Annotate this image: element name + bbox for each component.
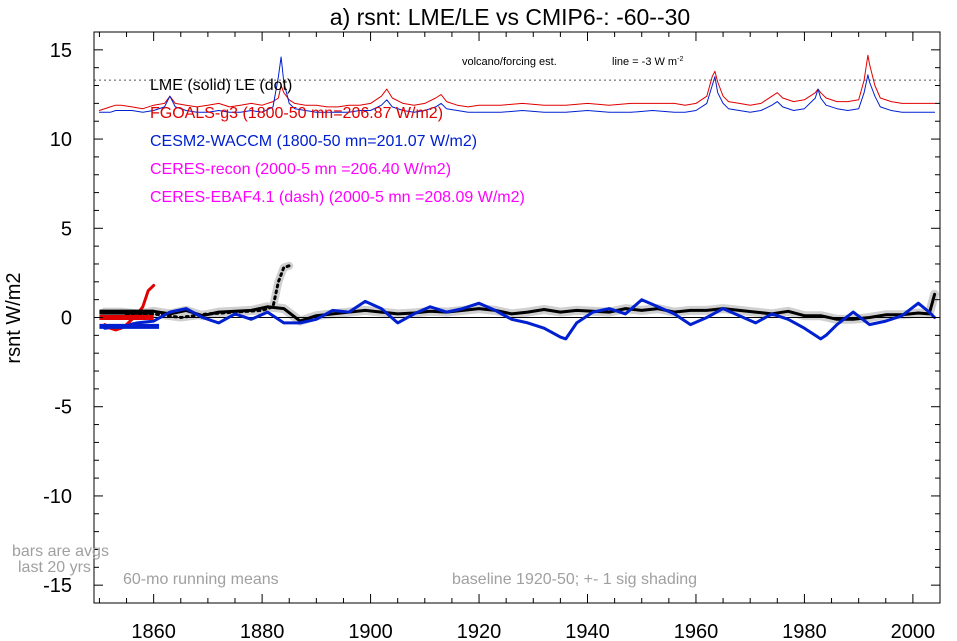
series-layer bbox=[98, 54, 937, 341]
line-note: line = -3 W m-2 bbox=[612, 56, 683, 68]
volcano-note: volcano/forcing est. bbox=[462, 56, 557, 68]
y-tick-label: -5 bbox=[54, 397, 72, 419]
legend-ceres-ebaf: CERES-EBAF4.1 (dash) (2000-5 mn =208.09 … bbox=[150, 189, 525, 206]
legend-ceres-recon: CERES-recon (2000-5 mn =206.40 W/m2) bbox=[150, 161, 451, 178]
y-axis-label: rsnt W/m2 bbox=[3, 272, 25, 363]
legend-lme-le: LME (solid) LE (dot) bbox=[150, 77, 292, 94]
y-tick-label: -15 bbox=[43, 575, 72, 597]
x-tick-label: 1920 bbox=[457, 621, 502, 641]
legend-fgoals: FGOALS-g3 (1800-50 mn=206.87 W/m2) bbox=[150, 105, 443, 122]
x-tick-label: 1860 bbox=[131, 621, 176, 641]
running-means-note: 60-mo running means bbox=[123, 571, 279, 588]
bars-note-line1: bars are avgs bbox=[12, 543, 109, 560]
series-line-cesm2-waccm-forcing bbox=[98, 56, 936, 113]
series-line-cesm2-waccm bbox=[103, 298, 937, 341]
x-tick-label: 1880 bbox=[240, 621, 285, 641]
chart-title: a) rsnt: LME/LE vs CMIP6-: -60--30 bbox=[330, 4, 690, 30]
x-tick-label: 2000 bbox=[891, 621, 936, 641]
y-tick-label: 5 bbox=[61, 218, 72, 240]
bars-layer bbox=[99, 309, 160, 329]
series-line-le-dot bbox=[125, 264, 291, 319]
y-tick-label: 0 bbox=[61, 308, 72, 330]
y-tick-label: 10 bbox=[50, 129, 72, 151]
series-line-fgoals-g3 bbox=[103, 283, 156, 332]
axes-layer: 1860 1880 1900 1920 1940 1960 1980 2000 15 10 5 0 -5… bbox=[43, 31, 941, 641]
x-tick-label: 1960 bbox=[674, 621, 719, 641]
x-tick-label: 1900 bbox=[348, 621, 393, 641]
x-tick-label: 1980 bbox=[782, 621, 827, 641]
legend-cesm2: CESM2-WACCM (1800-50 mn=201.07 W/m2) bbox=[150, 133, 477, 150]
x-tick-label: 1940 bbox=[565, 621, 610, 641]
y-tick-label: -10 bbox=[43, 486, 72, 508]
reference-line-layer bbox=[94, 79, 940, 318]
baseline-note: baseline 1920-50; +- 1 sig shading bbox=[452, 571, 697, 588]
y-tick-label: 15 bbox=[50, 40, 72, 62]
bars-note-line2: last 20 yrs bbox=[18, 559, 91, 576]
